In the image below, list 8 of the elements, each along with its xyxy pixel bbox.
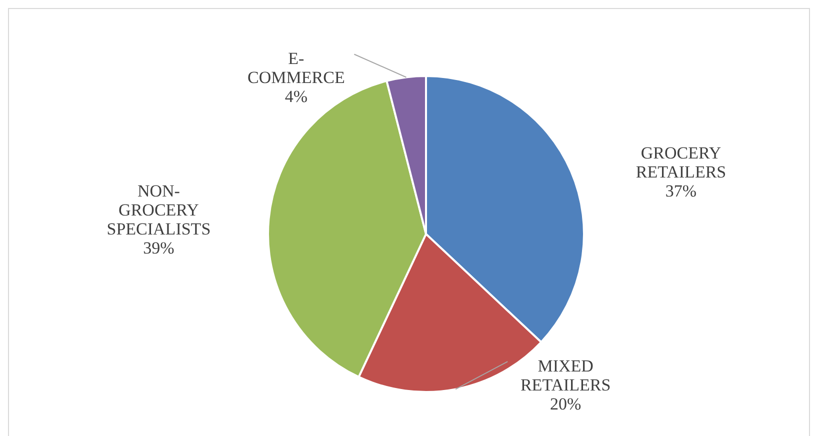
data-label: 4%: [284, 86, 308, 106]
data-label: 20%: [550, 394, 582, 414]
slice-label: MIXED RETAILERS: [520, 356, 611, 394]
data-label: 39%: [143, 238, 174, 258]
slice-label: NON-GROCERY SPECIALISTS: [106, 181, 211, 238]
slice-label: E-COMMERCE: [248, 48, 345, 87]
slice-label: GROCERY RETAILERS: [636, 142, 726, 181]
data-label: 37%: [665, 180, 697, 200]
